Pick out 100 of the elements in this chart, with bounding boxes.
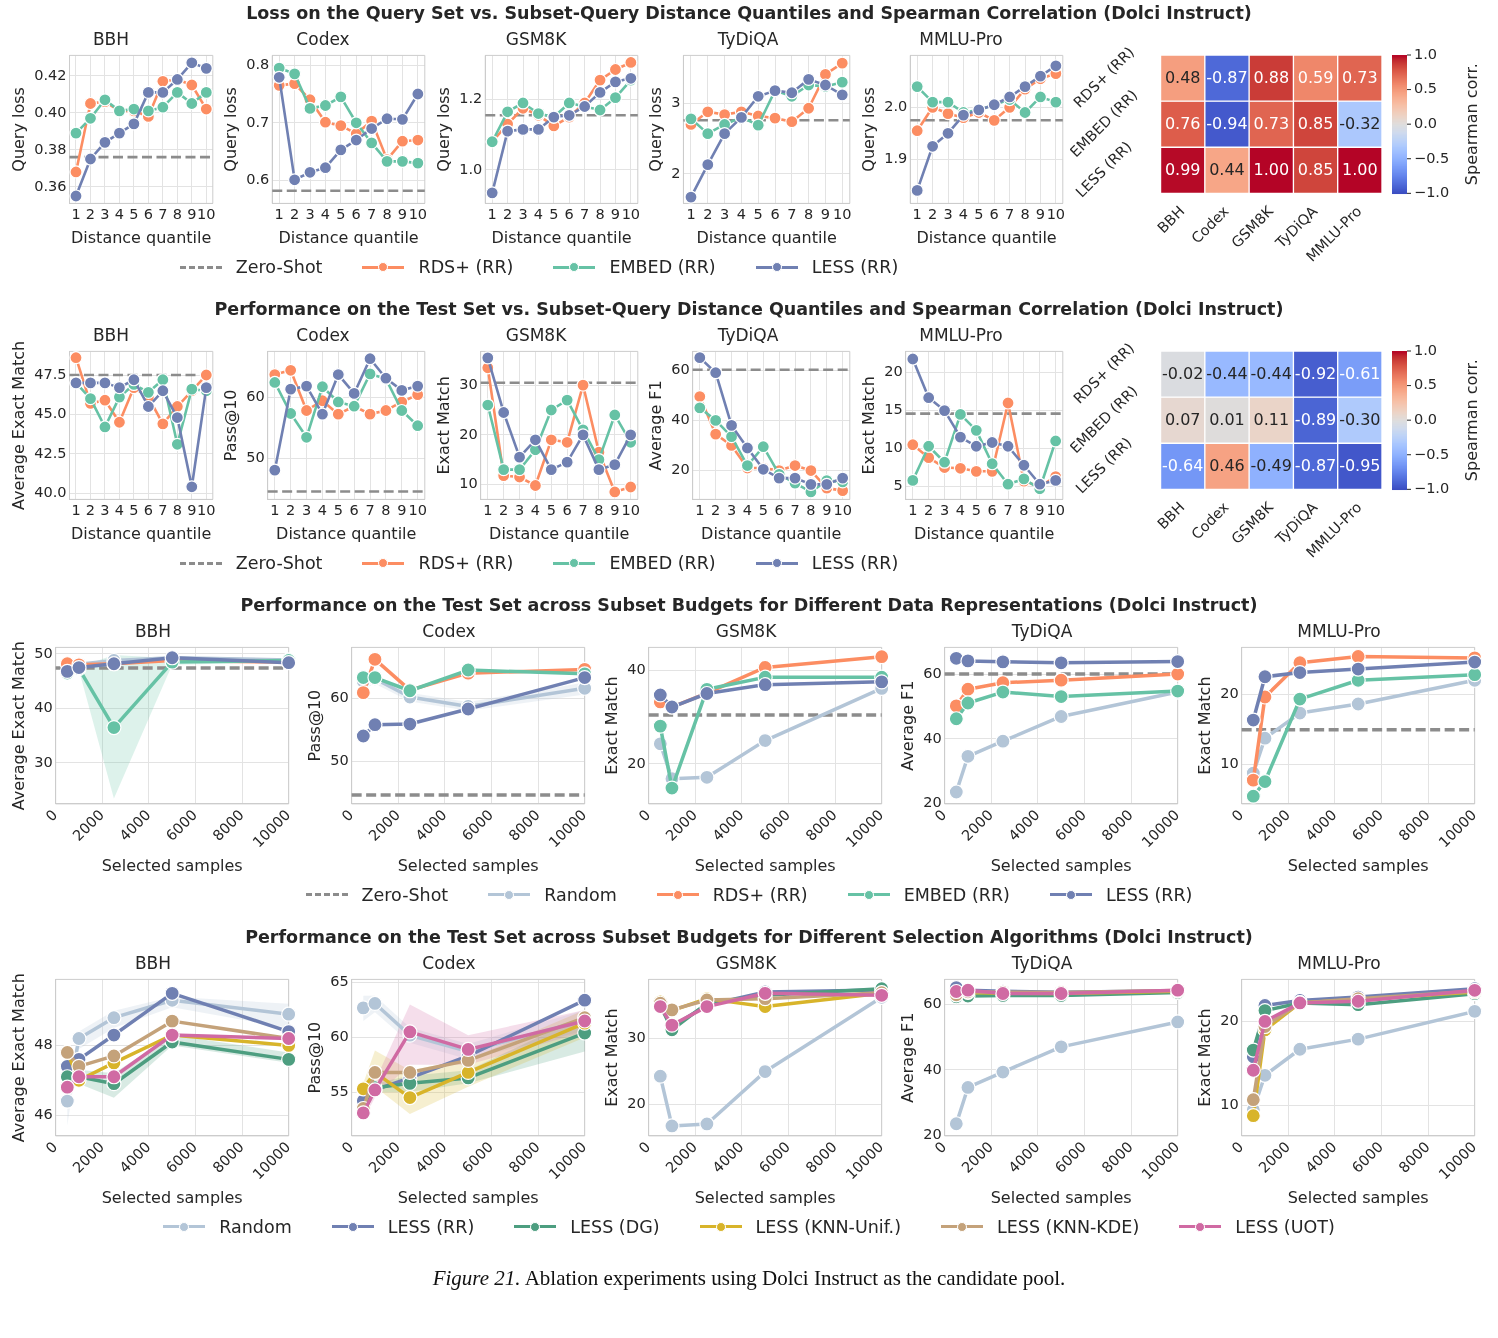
data-label: 0.11 xyxy=(1253,410,1290,430)
y-tick-label: 5 xyxy=(893,477,903,494)
x-tick-label: 2 xyxy=(703,205,713,222)
data-label: 0.73 xyxy=(1342,68,1378,88)
y-tick-label: 46 xyxy=(34,1105,53,1122)
data-label: 0.85 xyxy=(1297,160,1334,180)
y-tick-label: 48 xyxy=(34,1036,53,1053)
x-axis-title: Selected samples xyxy=(101,855,243,875)
legend-label: LESS (KNN-Unif.) xyxy=(755,1217,901,1237)
y-tick-label: 60 xyxy=(923,665,942,682)
x-tick-label: 9 xyxy=(609,501,620,518)
x-tick-label: 5 xyxy=(753,205,764,222)
data-label: -0.87 xyxy=(1206,68,1248,88)
chart-title: Codex xyxy=(296,324,351,345)
chart-title: TyDiQA xyxy=(1010,952,1073,973)
x-tick-label: 8 xyxy=(381,501,391,518)
chart-title: GSM8K xyxy=(715,952,777,973)
x-tick-label: 9 xyxy=(1034,501,1044,518)
legend-label: LESS (UOT) xyxy=(1235,1217,1335,1237)
legend-label: LESS (DG) xyxy=(570,1217,660,1237)
x-tick-label: 2 xyxy=(85,501,96,518)
y-tick-label: 40 xyxy=(923,729,942,746)
y-tick-label: 0.6 xyxy=(246,171,270,188)
chart-title: MMLU-Pro xyxy=(1296,952,1381,973)
y-axis-title: Average Exact Match xyxy=(8,641,28,811)
text: Loss on the Query Set vs. Subset-Query Distance Quantiles and Spearman Correlation (Dolci Instruct) xyxy=(245,2,1253,25)
color-bar-label: −0.5 xyxy=(1414,149,1450,166)
x-tick-label: 7 xyxy=(367,205,377,222)
x-axis-title: Distance quantile xyxy=(696,227,837,247)
color-bar-label: −0.5 xyxy=(1414,445,1450,462)
color-bar-label: 1.0 xyxy=(1414,341,1438,358)
y-tick-label: 60 xyxy=(671,360,690,377)
x-tick-label: 2 xyxy=(286,501,296,518)
x-tick-label: 1 xyxy=(487,205,497,222)
data-label: -0.87 xyxy=(1294,456,1337,476)
y-tick-label: 10 xyxy=(1219,1096,1239,1113)
x-tick-label: 8 xyxy=(1018,501,1029,518)
data-label: 0.99 xyxy=(1164,160,1201,180)
color-bar-label: −1.0 xyxy=(1414,480,1450,497)
y-axis-title: Pass@10 xyxy=(221,389,241,462)
data-label: -0.64 xyxy=(1161,456,1204,476)
data-label: 0.76 xyxy=(1164,114,1201,134)
x-tick-label: 10 xyxy=(833,205,852,222)
x-axis-title: Distance quantile xyxy=(491,227,632,247)
y-axis-title: Exact Match xyxy=(433,376,453,475)
chart-title: BBH xyxy=(92,28,130,49)
x-tick-label: 3 xyxy=(727,501,737,518)
x-axis-title: Selected samples xyxy=(990,1187,1132,1207)
chart-title: GSM8K xyxy=(715,620,777,641)
data-label: 0.85 xyxy=(1297,114,1334,134)
y-tick-label: 1.9 xyxy=(883,150,907,167)
y-tick-label: 30 xyxy=(458,375,478,392)
data-label: -0.95 xyxy=(1339,456,1381,476)
x-tick-label: 5 xyxy=(129,205,139,222)
x-tick-label: 1 xyxy=(274,205,285,222)
color-bar-label: −1.0 xyxy=(1414,184,1450,201)
x-tick-label: 1 xyxy=(686,205,696,222)
x-tick-label: 8 xyxy=(172,501,182,518)
x-tick-label: 9 xyxy=(822,501,832,518)
x-tick-label: 6 xyxy=(774,501,784,518)
x-tick-label: 3 xyxy=(100,205,110,222)
data-label: 0.59 xyxy=(1297,68,1334,88)
x-axis-title: Distance quantile xyxy=(70,227,212,247)
data-label: -0.92 xyxy=(1294,364,1337,384)
y-tick-label: 20 xyxy=(883,363,903,380)
x-tick-label: 4 xyxy=(736,205,747,222)
chart-title: Codex xyxy=(422,952,477,973)
x-tick-label: 8 xyxy=(804,205,814,222)
x-tick-label: 9 xyxy=(397,501,407,518)
x-tick-label: 1 xyxy=(482,501,493,518)
x-tick-label: 0 xyxy=(1228,806,1247,825)
y-tick-label: 1.2 xyxy=(458,90,483,107)
y-tick-label: 20 xyxy=(626,1095,646,1112)
x-tick-label: 10 xyxy=(197,501,216,518)
chart-title: GSM8K xyxy=(505,28,567,49)
y-tick-label: 3 xyxy=(671,94,681,111)
y-tick-label: 0.8 xyxy=(246,55,270,72)
x-tick-label: 0 xyxy=(338,1138,357,1157)
x-tick-label: 3 xyxy=(518,205,528,222)
x-tick-label: 5 xyxy=(758,501,769,518)
x-tick-label: 9 xyxy=(1035,205,1045,222)
y-tick-label: 2 xyxy=(671,164,681,181)
legend-label: EMBED (RR) xyxy=(903,885,1010,905)
x-tick-label: 6 xyxy=(143,501,153,518)
legend-label: EMBED (RR) xyxy=(609,553,716,573)
x-tick-label: 8 xyxy=(594,501,604,518)
y-tick-label: 60 xyxy=(330,1028,350,1045)
x-tick-label: 2 xyxy=(498,501,509,518)
x-tick-label: 4 xyxy=(958,205,968,222)
y-tick-label: 1.0 xyxy=(458,160,483,177)
text: Performance on the Test Set across Subset Budgets for Different Data Representations (Dolci Instruct) xyxy=(239,594,1259,617)
y-tick-label: 30 xyxy=(626,1029,646,1046)
y-tick-label: 0.38 xyxy=(34,140,67,157)
y-axis-title: Average F1 xyxy=(897,680,917,771)
legend-label: Zero-Shot xyxy=(235,553,323,573)
x-tick-label: 9 xyxy=(187,205,197,222)
x-tick-label: 7 xyxy=(1004,205,1014,222)
x-tick-label: 0 xyxy=(1228,1138,1247,1157)
x-tick-label: 10 xyxy=(409,205,428,222)
chart-title: TyDiQA xyxy=(716,324,779,345)
